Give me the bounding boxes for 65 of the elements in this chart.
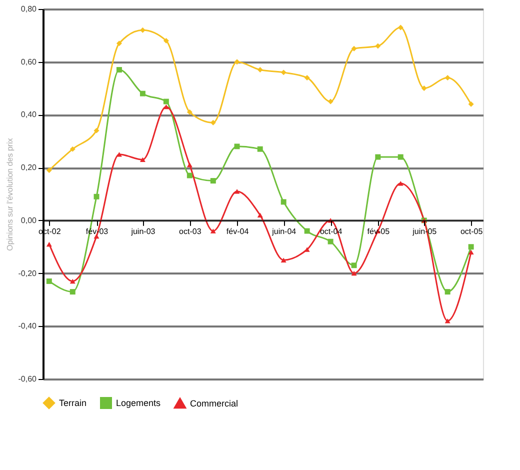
point (140, 27, 146, 33)
y-tick-label: -0,40 (18, 322, 38, 331)
point (468, 250, 474, 255)
point (210, 178, 216, 184)
point (186, 162, 192, 168)
x-tick-label: juin-03 (130, 226, 156, 236)
point (234, 59, 240, 65)
point (280, 199, 286, 205)
point (116, 67, 122, 73)
y-tick-label: 0,40 (20, 110, 38, 120)
y-tick-label: 0,80 (20, 4, 38, 14)
point (375, 43, 381, 49)
point (375, 154, 381, 160)
point (70, 289, 76, 295)
y-tick-label: -0,60 (18, 374, 38, 384)
point (444, 74, 450, 80)
point (163, 38, 169, 44)
point (140, 157, 146, 162)
point (280, 258, 286, 262)
point (398, 154, 404, 160)
y-tick-label: 0,00 (20, 216, 38, 225)
point (210, 120, 216, 126)
point (328, 238, 334, 244)
point (140, 90, 146, 96)
point (468, 101, 474, 107)
y-axis-title: Opinions sur l'évolution des prix (5, 138, 14, 251)
point (186, 172, 192, 178)
point (163, 98, 169, 104)
point (398, 24, 404, 30)
point (46, 242, 52, 247)
point (328, 98, 334, 104)
point (304, 228, 310, 234)
point (46, 278, 52, 284)
point (210, 228, 216, 234)
point (280, 70, 286, 76)
y-tick-label: 0,60 (20, 57, 38, 66)
point (70, 146, 76, 152)
point (94, 128, 100, 134)
point (421, 86, 427, 92)
point (398, 181, 404, 186)
point (351, 46, 357, 52)
point (257, 146, 263, 152)
x-tick-label: juin-04 (271, 226, 297, 236)
point (304, 74, 310, 80)
point (94, 194, 100, 200)
point (70, 278, 76, 284)
point (351, 270, 357, 276)
point (444, 318, 450, 324)
legend-label: Terrain (59, 398, 87, 408)
point (257, 212, 263, 218)
y-tick-label: -0,20 (18, 268, 38, 278)
point (444, 289, 450, 295)
point (186, 109, 192, 115)
point (234, 144, 240, 150)
point (116, 40, 122, 46)
x-tick-label: oct-05 (460, 226, 484, 236)
point (46, 167, 52, 173)
y-tick-label: 0,20 (20, 163, 38, 172)
x-tick-label: fév-04 (226, 226, 250, 236)
legend-label: Commercial (190, 398, 238, 408)
point (468, 244, 474, 250)
point (351, 262, 357, 268)
point (257, 67, 263, 73)
x-tick-label: oct-03 (179, 226, 202, 236)
legend-label: Logements (116, 398, 162, 408)
